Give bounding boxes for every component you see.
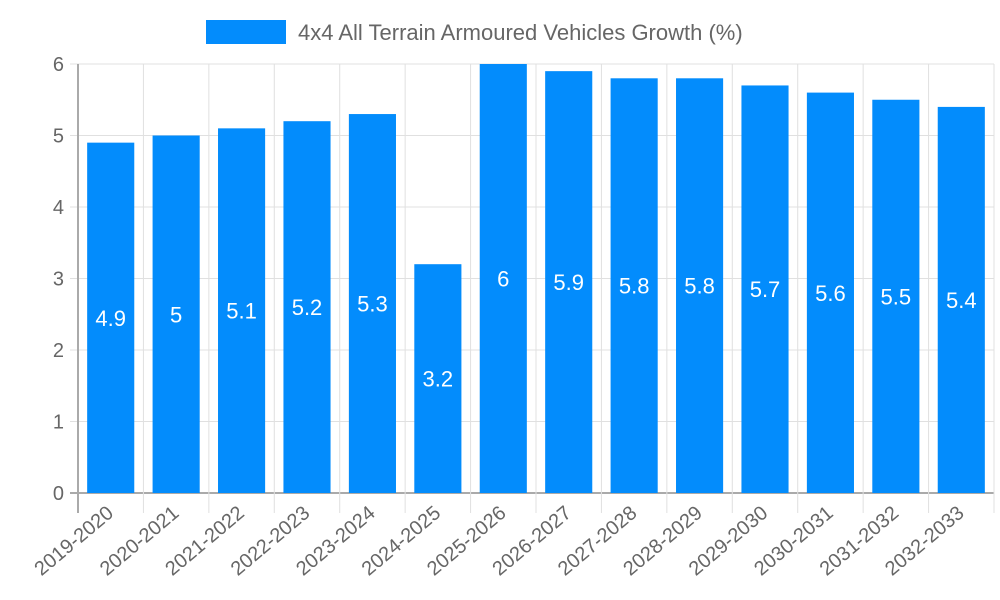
- bar-2032-2033[interactable]: 5.4: [937, 106, 985, 494]
- bar-2027-2028[interactable]: 5.8: [610, 78, 658, 494]
- bar-2029-2030[interactable]: 5.7: [741, 85, 789, 493]
- bar-value-label: 5.6: [815, 281, 846, 306]
- bar-2019-2020[interactable]: 4.9: [87, 142, 135, 493]
- bar-value-label: 6: [497, 267, 509, 292]
- bar-rect: [479, 64, 527, 493]
- y-tick-label: 5: [53, 126, 64, 148]
- y-tick-label: 4: [53, 197, 64, 219]
- bar-2028-2029[interactable]: 5.8: [676, 78, 724, 494]
- bar-2021-2022[interactable]: 5.1: [218, 128, 266, 493]
- bar-2030-2031[interactable]: 5.6: [806, 92, 854, 493]
- bar-value-label: 4.9: [95, 306, 126, 331]
- bar-rect: [545, 71, 593, 494]
- bar-value-label: 5.5: [881, 284, 912, 309]
- legend-swatch: [206, 20, 286, 44]
- bar-2031-2032[interactable]: 5.5: [872, 99, 920, 493]
- bar-2024-2025[interactable]: 3.2: [414, 264, 462, 493]
- bar-2025-2026[interactable]: 6: [479, 64, 527, 493]
- bar-rect: [218, 128, 266, 493]
- x-axis-ticks: 2019-20202020-20212021-20222022-20232023…: [31, 502, 969, 580]
- bar-value-label: 5.1: [226, 299, 257, 324]
- bar-rect: [348, 114, 396, 494]
- bar-rect: [741, 85, 789, 493]
- y-axis-ticks: 0 1 2 3 4 5 6: [53, 54, 64, 505]
- bar-rect: [937, 106, 985, 494]
- bar-rect: [676, 78, 724, 494]
- bar-2020-2021[interactable]: 5: [152, 135, 200, 494]
- bar-value-label: 5.2: [292, 295, 323, 320]
- bar-value-label: 5.7: [750, 277, 781, 302]
- y-tick-label: 0: [53, 483, 64, 505]
- grid-lines: [70, 63, 995, 513]
- bar-2026-2027[interactable]: 5.9: [545, 71, 593, 494]
- bar-rect: [414, 264, 462, 493]
- y-tick-label: 2: [53, 340, 64, 362]
- bar-rect: [610, 78, 658, 494]
- bar-value-label: 5.8: [684, 274, 715, 299]
- bar-value-label: 5.3: [357, 292, 388, 317]
- bar-rect: [152, 135, 200, 493]
- bar-value-label: 5.9: [553, 270, 584, 295]
- bar-value-label: 5: [170, 302, 182, 327]
- bars: 4.9 5 5.1 5.2 5.3 3.2 6 5.9 5.8 5.8 5.7 5.6 5.5 5.4: [87, 64, 985, 494]
- bar-rect: [806, 92, 854, 493]
- bar-rect: [87, 142, 135, 493]
- bar-value-label: 5.8: [619, 274, 650, 299]
- y-tick-label: 1: [53, 412, 64, 434]
- y-tick-label: 3: [53, 269, 64, 291]
- bar-rect: [872, 99, 920, 493]
- legend-label: 4x4 All Terrain Armoured Vehicles Growth…: [298, 20, 743, 45]
- y-tick-label: 6: [53, 54, 64, 76]
- bar-2023-2024[interactable]: 5.3: [348, 114, 396, 494]
- bar-value-label: 3.2: [423, 367, 454, 392]
- bar-value-label: 5.4: [946, 288, 977, 313]
- bar-2022-2023[interactable]: 5.2: [283, 121, 331, 493]
- legend[interactable]: 4x4 All Terrain Armoured Vehicles Growth…: [206, 20, 743, 45]
- bar-rect: [283, 121, 331, 493]
